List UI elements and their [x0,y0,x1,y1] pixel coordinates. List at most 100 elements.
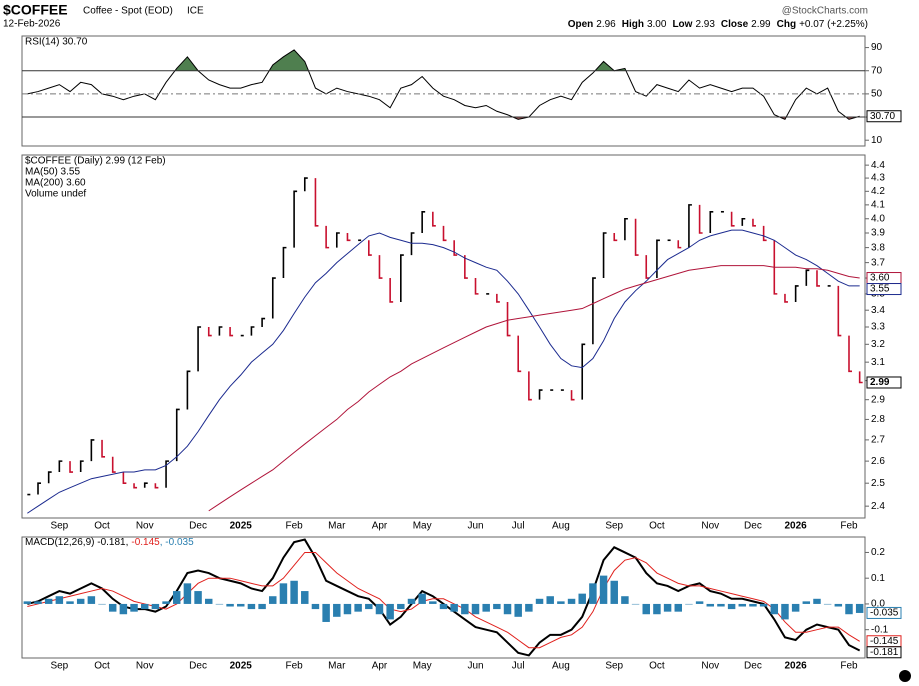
rsi-frame [21,35,866,147]
histogram-bar [450,603,458,612]
plot-area [27,49,860,121]
price-bar [303,177,308,192]
legend-entry: MA(200) 3.60 [25,178,86,189]
histogram-bar [140,603,149,610]
legend-entry: $COFFEE (Daily) 2.99 (12 Feb) [25,156,166,167]
x-tick-label: Feb [840,661,858,672]
last-value-label: -0.145 [870,636,899,647]
histogram-bar [34,601,42,604]
x-tick-label: 2025 [230,661,253,672]
histogram-bar [76,598,85,604]
histogram-bar [215,603,224,605]
x-tick-label: Feb [840,521,858,532]
legend: MACD(12,26,9) -0.181, -0.145, -0.035 [25,537,194,548]
y-tick-label: -0.1 [871,624,889,635]
y-tick-label: 4.1 [871,200,885,211]
price-bar [848,335,852,373]
histogram-bar [226,603,234,607]
histogram-bar [535,598,544,604]
histogram-bar [845,603,853,615]
plot-area [27,177,863,514]
histogram-bar [375,603,384,615]
histogram-bar [354,603,362,612]
x-tick-label: Aug [552,521,570,532]
histogram-bar [301,591,309,604]
quote-value: 3.00 [647,19,667,30]
price-bar [709,210,714,234]
price-bar [602,232,607,279]
x-tick-label: Dec [744,661,762,672]
histogram-bar [727,603,736,610]
last-value-label: 3.55 [870,284,890,295]
price-bar [581,343,586,400]
histogram-bar [172,591,181,604]
histogram-bar [823,603,832,605]
price-bar [794,285,799,302]
histogram-bar [44,598,53,604]
y-tick-label: 2.5 [871,478,885,489]
histogram-bar [610,580,618,604]
price-bar [442,225,447,242]
histogram-bar [461,603,469,615]
histogram-bar [525,603,533,612]
last-value-box [866,606,902,619]
x-tick-label: Feb [285,661,303,672]
x-tick-label: Dec [189,521,207,532]
x-tick-label: May [413,661,432,672]
y-tick-label: 4.3 [871,173,885,184]
histogram-bar [589,583,597,604]
histogram-bar [151,603,160,610]
legend-entry: MA(50) 3.55 [25,167,80,178]
quote-label: Close [721,19,749,30]
histogram-bar [386,603,394,620]
y-tick-label: 3.8 [871,242,885,253]
histogram-bar [631,603,640,605]
price-bar [165,460,170,488]
price-bar [400,254,404,302]
quote-label: Chg [777,19,796,30]
x-tick-label: Nov [136,521,154,532]
price-bar [645,255,650,279]
histogram-bar [66,601,74,604]
x-tick-label: Jul [512,521,525,532]
price-bar [229,326,234,337]
x-tick-label: Nov [701,661,719,672]
y-tick-label: 3.1 [871,357,885,368]
date: 12-Feb-2026 [3,19,61,30]
price-bar [517,335,522,373]
y-tick-label: 2.6 [871,456,885,467]
price-bar [47,471,52,484]
histogram-bar [791,603,800,612]
y-tick-label: 90 [871,42,883,53]
histogram-bar [247,603,256,610]
price-bar [143,482,148,488]
y-tick-label: 3.3 [871,322,885,333]
price-bar [688,204,692,248]
histogram-bar [759,603,768,607]
histogram-bar [290,580,298,604]
histogram-bar [493,603,501,610]
histogram-bar [813,598,821,604]
x-tick-label: 2026 [785,661,808,672]
x-tick-label: 2026 [785,521,808,532]
macd-frame [21,536,866,659]
price-bar [122,472,127,484]
quote-value: 2.99 [751,19,771,30]
histogram-bar [781,603,789,620]
histogram-bar [119,603,128,615]
histogram-bar [397,603,405,610]
price-bar [762,225,767,242]
x-tick-label: Oct [94,661,110,672]
price-bar [175,408,180,462]
price-bar [346,233,351,242]
price-bar [698,204,703,234]
source: @StockCharts.com [782,6,868,17]
price-bar [154,483,159,489]
price-bar [207,326,212,337]
y-tick-label: 2.7 [871,435,885,446]
histogram-bar [557,601,565,604]
price-bar [37,482,42,495]
x-tick-label: Aug [552,661,570,672]
price-bar [58,460,63,473]
y-tick-label: 3.4 [871,305,885,316]
